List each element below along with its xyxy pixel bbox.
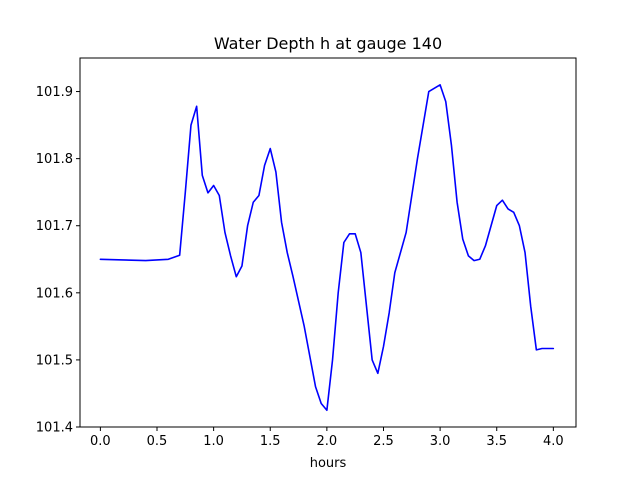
x-tick-label: 3.0 xyxy=(430,434,451,449)
y-tick-label: 101.7 xyxy=(36,219,73,234)
x-axis-title: hours xyxy=(310,456,347,471)
axes: 0.0 0.5 1.0 1.5 2.0 2.5 3.0 3.5 4.0 101.4 101.5 101… xyxy=(36,57,577,449)
x-tick-label: 3.5 xyxy=(486,434,507,449)
axes-frame xyxy=(79,57,577,428)
x-tick-label: 2.0 xyxy=(317,434,338,449)
chart-title: Water Depth h at gauge 140 xyxy=(214,34,442,53)
series-line-0 xyxy=(99,84,555,412)
y-tick-label: 101.6 xyxy=(36,286,73,301)
y-tick-label: 101.4 xyxy=(36,421,73,436)
x-tick-label: 0.0 xyxy=(90,434,111,449)
x-tick-label: 1.5 xyxy=(260,434,281,449)
x-tick-label: 4.0 xyxy=(543,434,564,449)
x-tick-label: 2.5 xyxy=(373,434,394,449)
y-tick-label: 101.9 xyxy=(36,85,73,100)
x-tick-label: 0.5 xyxy=(147,434,168,449)
x-tick-label: 1.0 xyxy=(203,434,224,449)
y-tick-label: 101.5 xyxy=(36,353,73,368)
y-tick-label: 101.8 xyxy=(36,152,73,167)
plot-area xyxy=(99,84,555,412)
